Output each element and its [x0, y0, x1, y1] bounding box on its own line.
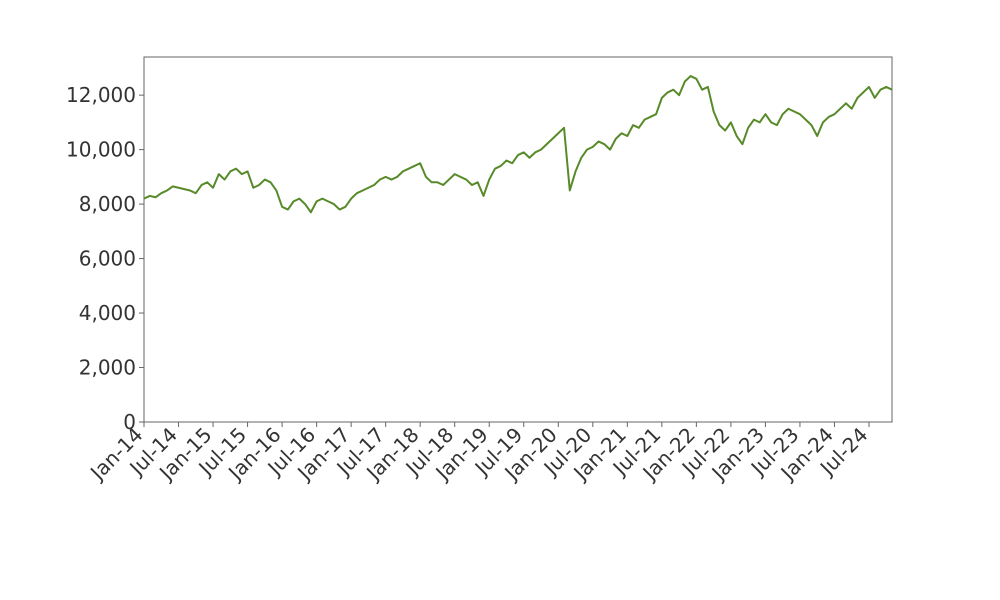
plot-frame [143, 56, 893, 423]
line [143, 75, 893, 214]
y-tick-label: 12,000 [66, 83, 136, 107]
y-tick-label: 2,000 [79, 356, 136, 380]
y-tick-label: 6,000 [79, 247, 136, 271]
y-tick-label: 10,000 [66, 138, 136, 162]
y-tick-label: 0 [123, 410, 136, 434]
y-tick-label: 4,000 [79, 301, 136, 325]
y-tick-label: 8,000 [79, 192, 136, 216]
